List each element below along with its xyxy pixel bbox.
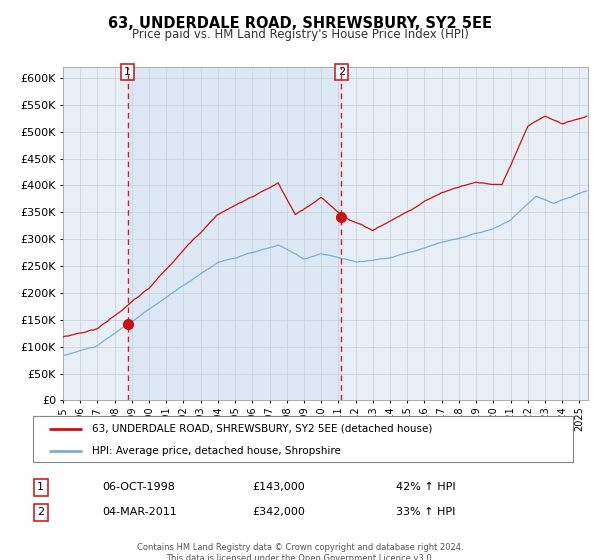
Text: 63, UNDERDALE ROAD, SHREWSBURY, SY2 5EE (detached house): 63, UNDERDALE ROAD, SHREWSBURY, SY2 5EE … xyxy=(92,424,433,434)
Text: 06-OCT-1998: 06-OCT-1998 xyxy=(102,482,175,492)
Bar xyxy=(128,67,341,400)
Text: This data is licensed under the Open Government Licence v3.0.: This data is licensed under the Open Gov… xyxy=(166,554,434,560)
Text: Contains HM Land Registry data © Crown copyright and database right 2024.: Contains HM Land Registry data © Crown c… xyxy=(137,543,463,552)
Text: 04-MAR-2011: 04-MAR-2011 xyxy=(102,507,177,517)
Text: Price paid vs. HM Land Registry's House Price Index (HPI): Price paid vs. HM Land Registry's House … xyxy=(131,28,469,41)
Text: 1: 1 xyxy=(124,67,131,77)
Text: 2: 2 xyxy=(37,507,44,517)
Text: 63, UNDERDALE ROAD, SHREWSBURY, SY2 5EE: 63, UNDERDALE ROAD, SHREWSBURY, SY2 5EE xyxy=(108,16,492,31)
Text: 42% ↑ HPI: 42% ↑ HPI xyxy=(396,482,455,492)
Text: HPI: Average price, detached house, Shropshire: HPI: Average price, detached house, Shro… xyxy=(92,446,341,455)
Text: 33% ↑ HPI: 33% ↑ HPI xyxy=(396,507,455,517)
Text: £342,000: £342,000 xyxy=(252,507,305,517)
Text: £143,000: £143,000 xyxy=(252,482,305,492)
Text: 2: 2 xyxy=(338,67,345,77)
Text: 1: 1 xyxy=(37,482,44,492)
